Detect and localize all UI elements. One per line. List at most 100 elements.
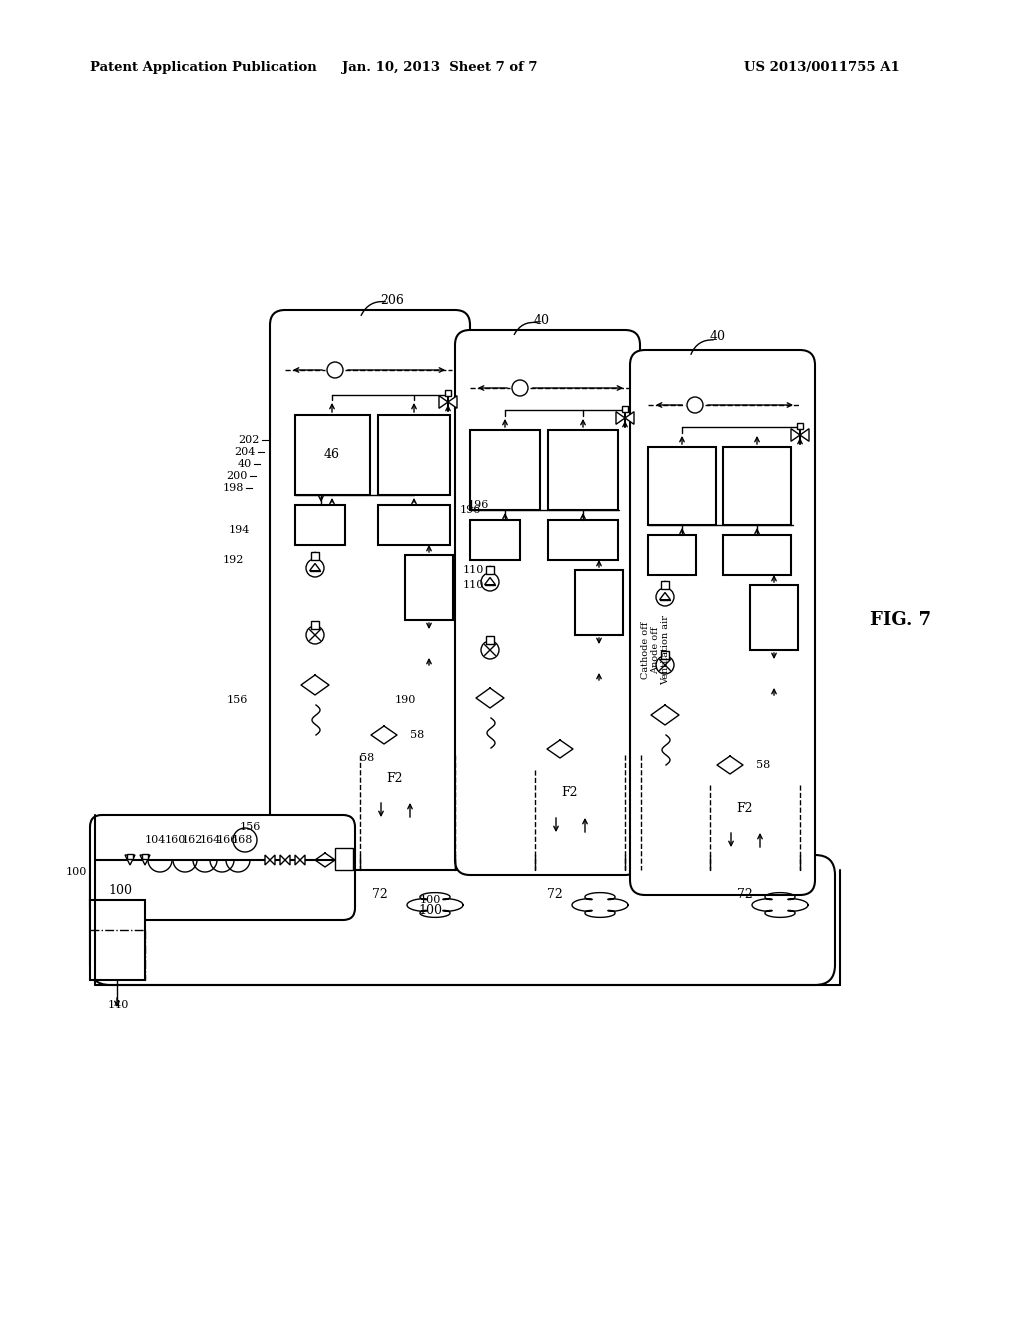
Text: 202: 202: [239, 436, 260, 445]
Text: 156: 156: [240, 822, 261, 832]
Polygon shape: [295, 855, 300, 865]
Polygon shape: [616, 412, 625, 424]
Circle shape: [481, 642, 499, 659]
Bar: [548, 430, 618, 510]
Bar: [723, 447, 791, 525]
Polygon shape: [625, 412, 634, 424]
Bar: [648, 447, 716, 525]
Text: F2: F2: [387, 771, 403, 784]
Polygon shape: [791, 429, 800, 441]
Bar: [575, 570, 623, 635]
Text: F2: F2: [736, 801, 754, 814]
Bar: [662, 651, 669, 659]
Polygon shape: [449, 396, 457, 408]
Polygon shape: [659, 593, 671, 599]
Text: 72: 72: [547, 888, 563, 902]
Bar: [445, 389, 451, 396]
Text: 58: 58: [410, 730, 424, 741]
Bar: [406, 554, 453, 620]
FancyBboxPatch shape: [455, 330, 640, 875]
Text: 192: 192: [222, 554, 244, 565]
Bar: [335, 847, 353, 870]
Bar: [142, 854, 148, 859]
FancyBboxPatch shape: [630, 350, 815, 895]
Bar: [662, 581, 669, 589]
Polygon shape: [285, 855, 290, 865]
Text: 100: 100: [108, 883, 132, 896]
Text: Jan. 10, 2013  Sheet 7 of 7: Jan. 10, 2013 Sheet 7 of 7: [342, 62, 538, 74]
Polygon shape: [125, 855, 135, 865]
Text: 40: 40: [710, 330, 726, 343]
Text: 40: 40: [238, 459, 252, 469]
Text: 110: 110: [463, 565, 484, 576]
Polygon shape: [800, 429, 809, 441]
Text: 40: 40: [534, 314, 550, 326]
Text: 46: 46: [324, 449, 340, 462]
Bar: [750, 585, 798, 649]
Text: 190: 190: [395, 696, 417, 705]
Bar: [295, 506, 345, 545]
Bar: [486, 566, 494, 574]
Text: Patent Application Publication: Patent Application Publication: [90, 62, 316, 74]
Polygon shape: [300, 855, 305, 865]
Text: 164: 164: [200, 836, 221, 845]
Polygon shape: [265, 855, 270, 865]
Text: 100: 100: [66, 867, 87, 876]
Text: 196: 196: [460, 506, 481, 515]
Text: 140: 140: [108, 1001, 129, 1010]
Text: 168: 168: [231, 836, 253, 845]
Bar: [378, 506, 450, 545]
Text: US 2013/0011755 A1: US 2013/0011755 A1: [744, 62, 900, 74]
Polygon shape: [140, 855, 150, 865]
FancyBboxPatch shape: [90, 814, 355, 920]
Text: 160: 160: [164, 836, 185, 845]
Text: 166: 166: [216, 836, 238, 845]
Circle shape: [306, 558, 324, 577]
Bar: [311, 552, 319, 560]
Bar: [90, 900, 145, 979]
Text: F2: F2: [562, 787, 579, 800]
Bar: [470, 520, 520, 560]
FancyBboxPatch shape: [270, 310, 470, 870]
Polygon shape: [270, 855, 275, 865]
Text: Anode off: Anode off: [651, 626, 660, 673]
Bar: [486, 636, 494, 644]
Text: 198: 198: [222, 483, 244, 492]
Circle shape: [687, 397, 703, 413]
Text: 206: 206: [380, 293, 403, 306]
Bar: [548, 520, 618, 560]
Circle shape: [656, 587, 674, 606]
Text: Ventilation air: Ventilation air: [662, 615, 670, 685]
Circle shape: [233, 828, 257, 851]
Bar: [295, 414, 370, 495]
Text: 58: 58: [756, 760, 770, 770]
Text: 58: 58: [360, 752, 374, 763]
Text: 196: 196: [468, 500, 489, 510]
Text: 200: 200: [226, 471, 248, 480]
Circle shape: [481, 573, 499, 591]
FancyBboxPatch shape: [90, 855, 835, 985]
Circle shape: [306, 626, 324, 644]
Text: 194: 194: [228, 525, 250, 535]
Text: Cathode off: Cathode off: [641, 622, 650, 678]
Polygon shape: [439, 396, 449, 408]
Polygon shape: [280, 855, 285, 865]
Circle shape: [656, 656, 674, 675]
Circle shape: [327, 362, 343, 378]
Text: 72: 72: [737, 888, 753, 902]
Bar: [378, 414, 450, 495]
Circle shape: [512, 380, 528, 396]
Text: 72: 72: [372, 888, 388, 902]
Bar: [723, 535, 791, 576]
Text: 104: 104: [144, 836, 166, 845]
Text: 100: 100: [418, 903, 442, 916]
Text: 156: 156: [226, 696, 248, 705]
Text: FIG. 7: FIG. 7: [870, 611, 931, 630]
Bar: [127, 854, 133, 859]
Bar: [797, 422, 803, 429]
Bar: [648, 535, 696, 576]
Bar: [470, 430, 540, 510]
Polygon shape: [309, 564, 321, 570]
Bar: [622, 405, 628, 412]
Bar: [311, 620, 319, 630]
